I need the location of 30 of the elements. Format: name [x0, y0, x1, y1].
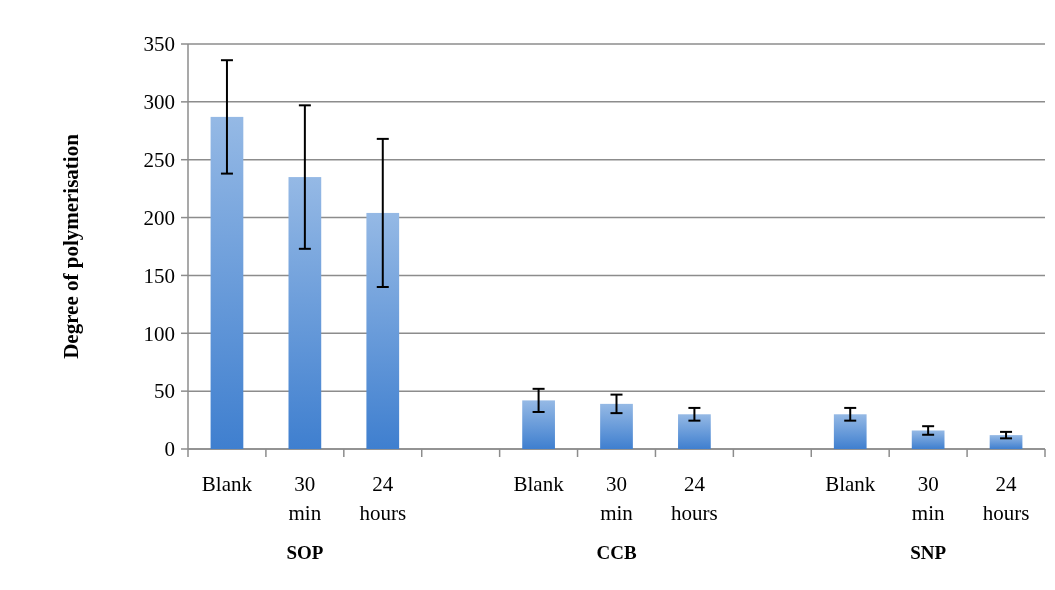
x-tick-label: 24 hours — [359, 472, 407, 525]
x-tick-label: 24 hours — [982, 472, 1030, 525]
bar — [833, 414, 867, 449]
bar — [210, 116, 244, 449]
y-tick-label: 100 — [143, 321, 175, 346]
bar — [911, 430, 945, 449]
bar — [522, 400, 555, 449]
y-tick-label: 350 — [143, 32, 175, 57]
x-tick-label: 30 min — [911, 472, 945, 525]
text: CCB — [596, 542, 637, 563]
y-tick-label: 300 — [143, 90, 175, 115]
y-tick-label: 200 — [143, 205, 175, 230]
y-tick-label: 0 — [164, 437, 175, 462]
bar — [600, 403, 633, 449]
x-tick-label: Blank — [513, 472, 565, 496]
y-tick-label: 50 — [154, 379, 175, 404]
text: SNP — [910, 542, 947, 563]
y-axis-title: Degree of polymerisation — [59, 133, 83, 359]
text: SOP — [286, 542, 324, 563]
x-tick-label: 30 min — [288, 472, 322, 525]
bar — [288, 177, 322, 449]
y-tick-label: 250 — [143, 148, 175, 173]
x-tick-label: 30 min — [600, 472, 634, 525]
bar — [678, 414, 711, 449]
x-tick-label: Blank — [201, 472, 253, 496]
y-tick-label: 150 — [143, 263, 175, 288]
x-tick-label: 24 hours — [671, 472, 718, 525]
bar — [366, 212, 400, 449]
bar — [989, 435, 1023, 449]
x-tick-label: Blank — [825, 472, 876, 496]
